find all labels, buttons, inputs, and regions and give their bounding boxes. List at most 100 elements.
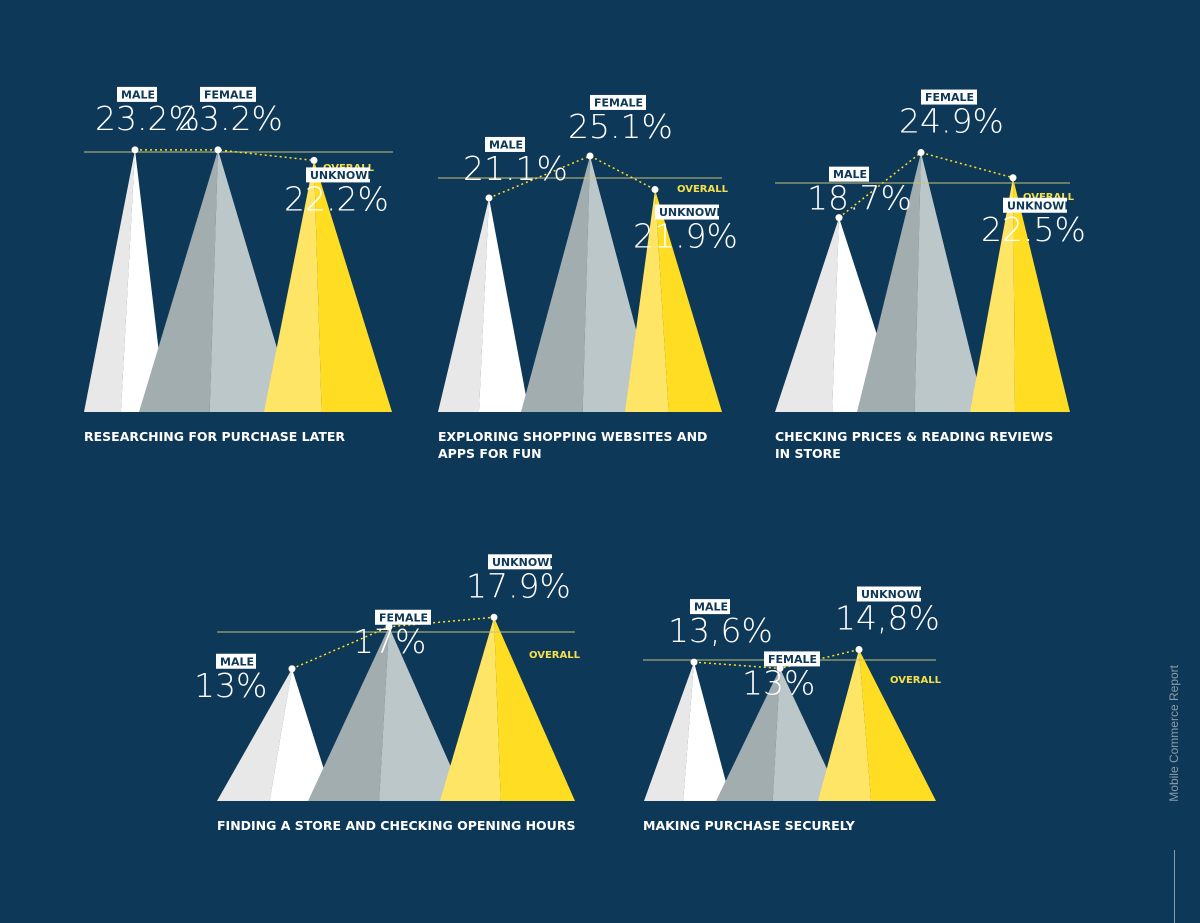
chart-title: RESEARCHING FOR PURCHASE LATER [84, 429, 345, 444]
series-tag-male [216, 653, 256, 669]
chart-title: FINDING A STORE AND CHECKING OPENING HOU… [217, 818, 575, 833]
overall-label: OVERALL [529, 650, 581, 661]
overall-label: OVERALL [890, 675, 942, 686]
series-tag-label: UNKNOWN [861, 588, 928, 601]
triangle-female [379, 626, 466, 801]
peak-connector [135, 149, 315, 162]
peak-dot-male [835, 214, 843, 222]
triangle-unknown [859, 649, 936, 801]
peak-dot-unknown [651, 186, 659, 194]
peak-dot-unknown [1009, 174, 1017, 182]
triangle-unknown-shade [625, 189, 669, 412]
value-label-unknown: 17.9% [466, 566, 571, 605]
chart-title: IN STORE [775, 446, 841, 461]
value-label-unknown: 21.9% [633, 217, 738, 256]
report-side-label: Mobile Commerce Report [1167, 665, 1181, 802]
triangle-male-shade [438, 197, 489, 412]
series-tag-label: MALE [489, 138, 523, 151]
series-tag-label: MALE [694, 601, 728, 614]
peak-dot-female [776, 664, 784, 672]
chart-title: MAKING PURCHASE SECURELY [643, 818, 856, 833]
peak-connector [488, 155, 656, 199]
peak-dot-unknown [855, 646, 863, 653]
peak-dot-female [214, 146, 222, 154]
series-tag-male [117, 86, 157, 102]
value-label-female: 13% [742, 663, 815, 702]
series-tag-female [375, 609, 431, 625]
triangle-male [269, 668, 334, 801]
series-tag-label: FEMALE [379, 611, 428, 624]
peak-dot-male [690, 658, 698, 666]
series-tag-unknown [488, 554, 552, 570]
triangle-female [209, 149, 296, 412]
triangle-female-shade [521, 155, 590, 412]
series-tag-label: UNKNOWN [492, 556, 559, 569]
value-label-female: 23.2% [178, 99, 283, 138]
triangle-unknown [655, 189, 722, 412]
series-tag-label: UNKNOWN [1007, 199, 1074, 212]
chart-title: CHECKING PRICES & READING REVIEWS [775, 429, 1053, 444]
triangle-female-shade [857, 152, 921, 413]
value-label-unknown: 22.5% [981, 210, 1086, 249]
triangle-female-shade [308, 626, 389, 801]
series-tag-male [829, 166, 869, 182]
triangle-unknown [314, 160, 392, 412]
value-label-male: 21.1% [463, 149, 568, 188]
triangle-unknown-shade [818, 649, 872, 801]
peak-dot-male [485, 194, 493, 202]
value-label-female: 17% [353, 622, 426, 661]
triangle-unknown-shade [440, 617, 501, 801]
series-tag-label: MALE [121, 88, 155, 101]
triangle-female-shade [139, 149, 218, 412]
triangle-male-shade [775, 217, 839, 412]
series-tag-label: FEMALE [925, 91, 974, 104]
triangle-male [683, 662, 731, 801]
value-label-male: 13,6% [668, 611, 773, 650]
series-tag-label: MALE [833, 168, 867, 181]
triangle-female [914, 152, 985, 413]
series-tag-label: FEMALE [204, 88, 253, 101]
peak-dot-unknown [310, 156, 318, 164]
peak-dot-male [131, 146, 139, 154]
chart-1: OVERALLMALE23.2%FEMALE23.2%UNKNOWN22.2%R… [84, 86, 393, 444]
chart-title: EXPLORING SHOPPING WEBSITES AND [438, 429, 707, 444]
series-tag-unknown [1003, 197, 1067, 213]
series-tag-unknown [857, 586, 921, 602]
triangle-female [772, 668, 842, 801]
series-tag-male [485, 136, 525, 152]
series-tag-label: UNKNOWN [659, 206, 726, 219]
series-tag-label: FEMALE [768, 653, 817, 666]
series-tag-label: UNKNOWN [310, 169, 377, 182]
value-label-unknown: 22.2% [284, 179, 389, 218]
triangle-male-shade [217, 668, 292, 801]
value-label-female: 24.9% [899, 102, 1004, 141]
peak-dot-male [288, 665, 296, 673]
series-tag-female [764, 651, 820, 667]
value-label-male: 13% [194, 666, 267, 705]
triangle-female-shade [716, 668, 780, 801]
value-label-male: 18.7% [807, 179, 912, 218]
triangle-male [120, 149, 166, 412]
series-tag-unknown [655, 204, 719, 220]
triangle-unknown [1013, 177, 1070, 412]
series-tag-male [690, 599, 730, 615]
peak-dot-female [586, 152, 594, 160]
side-divider [1174, 850, 1175, 923]
value-label-female: 25.1% [568, 107, 673, 146]
peak-dot-female [385, 623, 393, 631]
series-tag-label: FEMALE [594, 96, 643, 109]
chart-title: APPS FOR FUN [438, 446, 542, 461]
triangle-male-shade [84, 149, 135, 412]
value-label-unknown: 14,8% [835, 599, 940, 638]
triangle-unknown-shade [264, 160, 322, 412]
series-tag-female [590, 94, 646, 110]
series-tag-unknown [306, 167, 370, 183]
series-tag-female [921, 89, 977, 105]
triangle-male [478, 197, 529, 412]
triangle-male-shade [644, 662, 694, 801]
triangle-unknown-shade [970, 177, 1015, 412]
